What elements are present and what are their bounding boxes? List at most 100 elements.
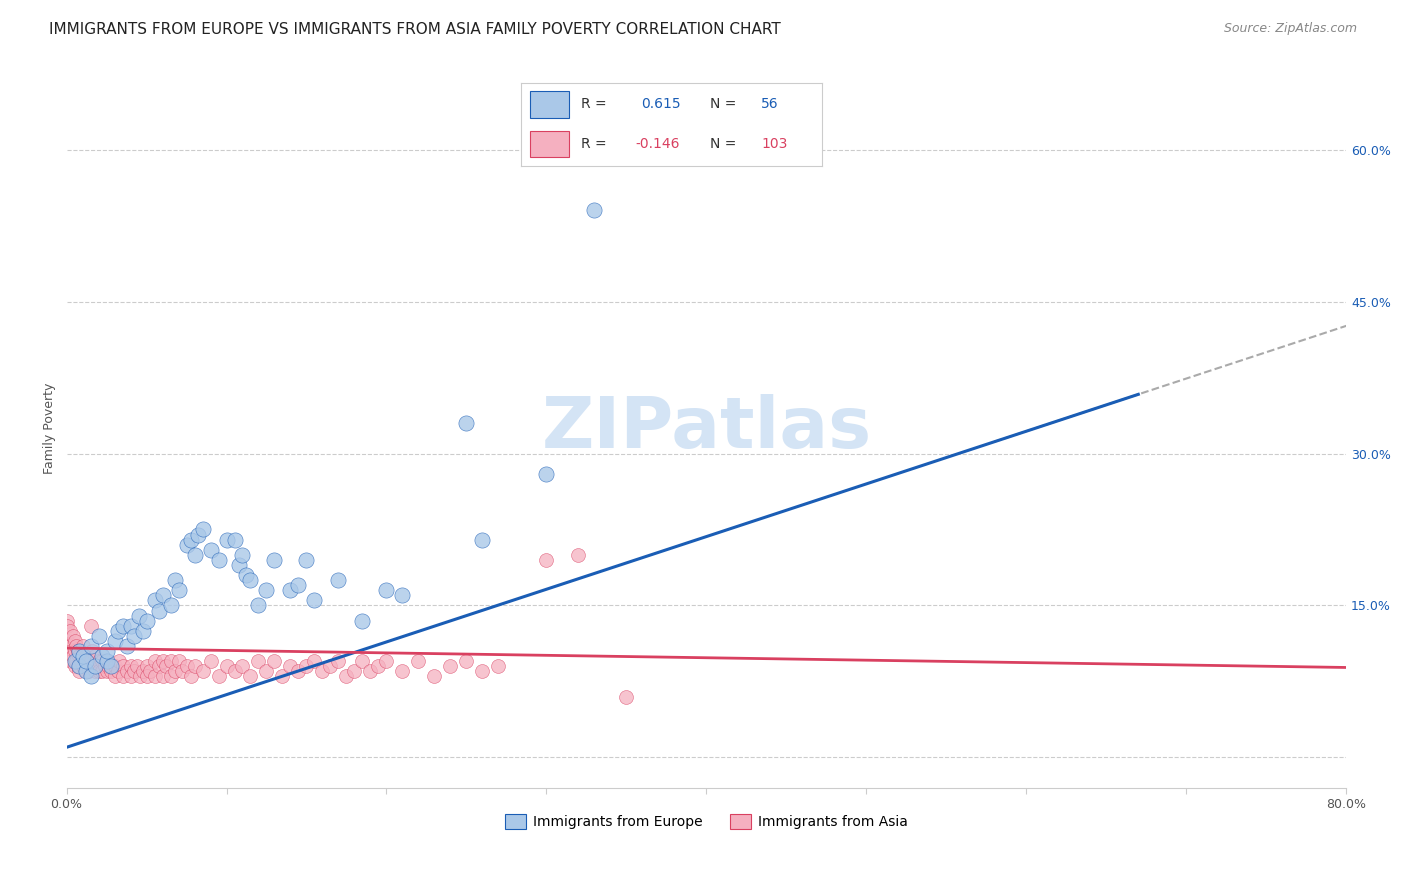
Point <box>207 553 229 567</box>
Point <box>235 568 257 582</box>
Point <box>143 593 166 607</box>
Point <box>583 203 606 218</box>
Point <box>167 654 190 668</box>
Point <box>488 659 510 673</box>
Point <box>76 654 98 668</box>
Point <box>125 659 148 673</box>
Point <box>152 654 174 668</box>
Point <box>55 618 77 632</box>
Point <box>256 583 278 598</box>
Point <box>94 659 117 673</box>
Point <box>63 654 86 668</box>
Point <box>256 665 278 679</box>
Point <box>167 583 190 598</box>
Point <box>79 669 101 683</box>
Point <box>143 654 166 668</box>
Point <box>183 548 205 562</box>
Point <box>97 659 120 673</box>
Point <box>108 654 131 668</box>
Point <box>187 527 209 541</box>
Point <box>82 644 104 658</box>
Point <box>63 634 86 648</box>
Point <box>79 618 101 632</box>
Point <box>155 659 177 673</box>
Point <box>103 634 125 648</box>
Point <box>70 654 93 668</box>
Point <box>72 649 94 664</box>
Point <box>456 654 478 668</box>
Point <box>170 665 193 679</box>
Point <box>295 659 318 673</box>
Point <box>66 644 89 658</box>
Point <box>471 533 494 547</box>
Point <box>100 665 122 679</box>
Point <box>79 654 101 668</box>
Point <box>67 665 90 679</box>
Point <box>456 416 478 430</box>
Point <box>239 669 262 683</box>
Point <box>567 548 589 562</box>
Point <box>183 659 205 673</box>
Text: IMMIGRANTS FROM EUROPE VS IMMIGRANTS FROM ASIA FAMILY POVERTY CORRELATION CHART: IMMIGRANTS FROM EUROPE VS IMMIGRANTS FRO… <box>49 22 780 37</box>
Point <box>55 634 77 648</box>
Point <box>148 603 170 617</box>
Point <box>135 669 157 683</box>
Point <box>271 669 294 683</box>
Point <box>138 665 160 679</box>
Point <box>231 659 253 673</box>
Point <box>159 654 181 668</box>
Point <box>75 665 97 679</box>
Point <box>59 624 82 638</box>
Point <box>287 665 309 679</box>
Point <box>96 665 118 679</box>
Point <box>228 558 250 572</box>
Point <box>335 669 357 683</box>
Point <box>120 618 142 632</box>
Point <box>328 573 350 587</box>
Point <box>84 665 107 679</box>
Point <box>65 654 87 668</box>
Point <box>180 669 202 683</box>
Point <box>352 654 374 668</box>
Point <box>84 659 107 673</box>
Point <box>367 659 389 673</box>
Point <box>103 659 125 673</box>
Point <box>65 639 87 653</box>
Point <box>439 659 461 673</box>
Point <box>59 639 82 653</box>
Point <box>200 542 222 557</box>
Point <box>90 649 112 664</box>
Point <box>62 649 84 664</box>
Point <box>152 588 174 602</box>
Point <box>191 523 214 537</box>
Point <box>375 583 398 598</box>
Point <box>311 665 333 679</box>
Point <box>328 654 350 668</box>
Point <box>103 669 125 683</box>
Point <box>111 669 134 683</box>
Point <box>304 654 326 668</box>
Point <box>391 588 413 602</box>
Point <box>536 553 558 567</box>
Point <box>239 573 262 587</box>
Point <box>165 665 187 679</box>
Point <box>359 665 381 679</box>
Point <box>90 665 112 679</box>
Point <box>215 659 238 673</box>
Point <box>375 654 398 668</box>
Point <box>263 553 285 567</box>
Point <box>247 599 270 613</box>
Point <box>72 659 94 673</box>
Point <box>66 659 89 673</box>
Point <box>176 538 198 552</box>
Point <box>67 659 90 673</box>
Point <box>120 669 142 683</box>
Point <box>87 629 110 643</box>
Point <box>67 644 90 658</box>
Point <box>191 665 214 679</box>
Point <box>90 654 112 668</box>
Y-axis label: Family Poverty: Family Poverty <box>44 383 56 474</box>
Point <box>135 614 157 628</box>
Point <box>122 629 145 643</box>
Point <box>75 654 97 668</box>
